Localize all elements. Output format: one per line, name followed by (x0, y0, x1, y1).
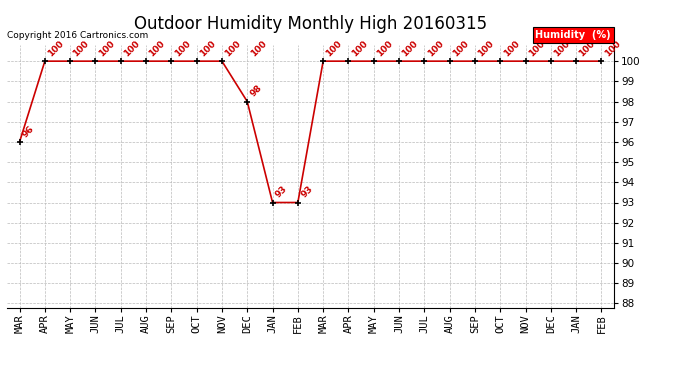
Text: 100: 100 (224, 39, 243, 58)
Text: 100: 100 (476, 39, 496, 58)
Text: Humidity  (%): Humidity (%) (535, 30, 611, 40)
Text: Copyright 2016 Cartronics.com: Copyright 2016 Cartronics.com (7, 31, 148, 40)
Text: 100: 100 (451, 39, 471, 58)
Text: 100: 100 (552, 39, 572, 58)
Text: 100: 100 (350, 39, 369, 58)
Text: 100: 100 (72, 39, 91, 58)
Text: 100: 100 (172, 39, 193, 58)
Text: Outdoor Humidity Monthly High 20160315: Outdoor Humidity Monthly High 20160315 (134, 15, 487, 33)
Text: 100: 100 (426, 39, 445, 58)
Text: 100: 100 (324, 39, 344, 58)
Text: 96: 96 (21, 124, 37, 139)
Text: 100: 100 (375, 39, 395, 58)
Text: 100: 100 (603, 39, 622, 58)
Text: 100: 100 (122, 39, 141, 58)
Text: 93: 93 (299, 184, 315, 200)
Text: 100: 100 (97, 39, 117, 58)
Text: 100: 100 (46, 39, 66, 58)
Text: 100: 100 (198, 39, 217, 58)
Text: 93: 93 (274, 184, 289, 200)
Text: 100: 100 (248, 39, 268, 58)
Text: 100: 100 (502, 39, 521, 58)
Text: 100: 100 (148, 39, 167, 58)
Text: 98: 98 (248, 84, 264, 99)
Text: 100: 100 (400, 39, 420, 58)
Text: 100: 100 (578, 39, 597, 58)
Text: 100: 100 (527, 39, 546, 58)
